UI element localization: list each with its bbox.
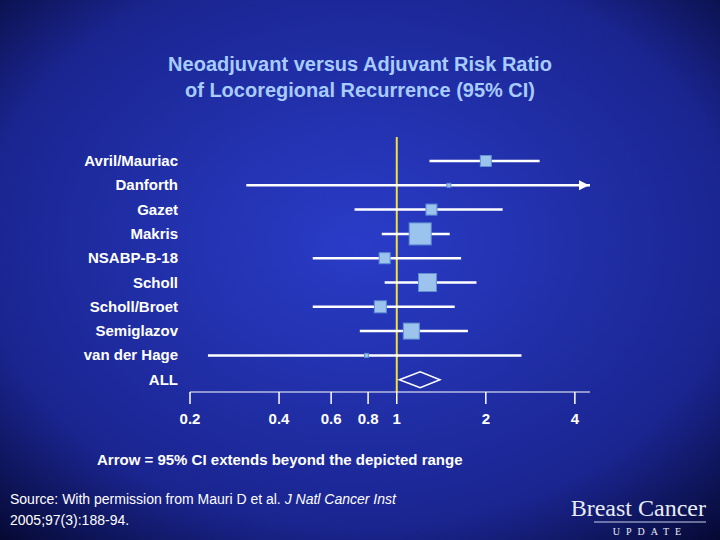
annotation: Arrow = 95% CI extends beyond the depict… (97, 451, 463, 468)
x-tick-label: 0.8 (358, 410, 379, 427)
source: Source: With permission from Mauri D et … (10, 491, 397, 507)
ci-line (246, 184, 590, 187)
ci-arrow (579, 180, 589, 190)
ci-line (208, 354, 522, 357)
point-estimate (480, 156, 491, 167)
summary-label: ALL (149, 371, 178, 388)
background (0, 0, 720, 540)
study-label: NSABP-B-18 (88, 249, 178, 266)
x-axis (190, 392, 590, 393)
source-journal: J Natl Cancer Inst (284, 491, 397, 507)
x-tick (574, 392, 576, 404)
point-estimate (403, 323, 419, 339)
point-estimate (418, 274, 436, 292)
reference-line (396, 137, 398, 392)
point-estimate (409, 223, 431, 245)
logo-subtext: UPDATE (613, 526, 687, 537)
logo-rule (594, 522, 706, 523)
study-label: Gazet (137, 201, 178, 218)
x-tick (278, 392, 280, 404)
study-label: Semiglazov (95, 322, 178, 339)
point-estimate (379, 253, 390, 264)
x-tick-label: 1 (393, 410, 401, 427)
x-tick (330, 392, 332, 404)
x-tick-label: 0.6 (321, 410, 342, 427)
x-tick (367, 392, 369, 404)
study-label: van der Hage (84, 346, 178, 363)
x-tick-label: 2 (482, 410, 490, 427)
source-citation: 2005;97(3):188-94. (10, 512, 129, 528)
study-label: Scholl/Broet (90, 298, 178, 315)
point-estimate (447, 183, 451, 187)
chart: Neoadjuvant versus Adjuvant Risk Ratioof… (0, 0, 720, 540)
study-label: Makris (130, 225, 178, 242)
study-label: Scholl (133, 274, 178, 291)
x-tick-label: 4 (571, 410, 580, 427)
summary-diamond (399, 372, 440, 388)
x-tick-label: 0.2 (180, 410, 201, 427)
x-tick (189, 392, 191, 404)
point-estimate (364, 353, 368, 357)
x-tick (396, 392, 398, 404)
study-label: Avril/Mauriac (84, 152, 178, 169)
study-label: Danforth (116, 176, 179, 193)
plot-marks (208, 156, 590, 388)
title: Neoadjuvant versus Adjuvant Risk Ratioof… (168, 53, 552, 101)
point-estimate (426, 204, 437, 215)
logo: Breast Cancer (571, 495, 706, 521)
x-tick (485, 392, 487, 404)
point-estimate (374, 301, 386, 313)
x-tick-label: 0.4 (269, 410, 291, 427)
